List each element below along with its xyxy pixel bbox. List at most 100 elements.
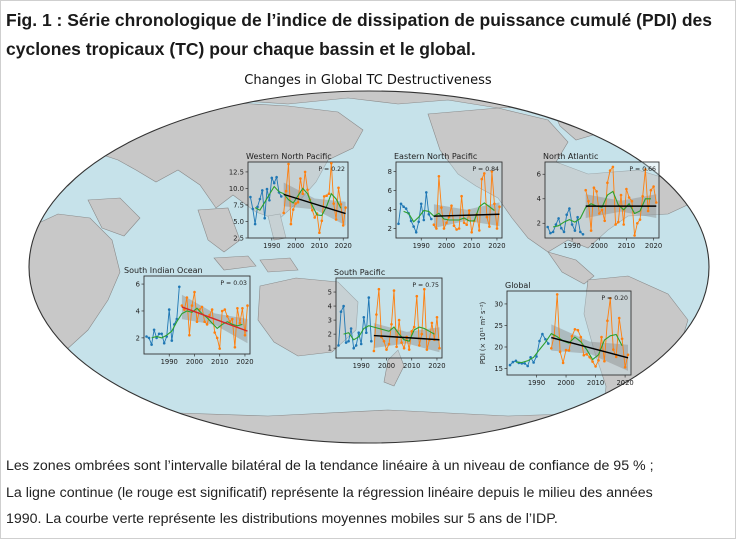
late-series-point	[495, 227, 499, 230]
late-series-point	[183, 308, 186, 311]
late-series-point	[623, 365, 627, 369]
arabia	[87, 197, 141, 237]
late-series-point	[395, 345, 398, 349]
late-series-point	[488, 225, 491, 228]
late-series-point	[498, 205, 501, 208]
y-tick-label: 4	[136, 307, 140, 315]
early-series-point	[526, 364, 529, 368]
inset-title: Western North Pacific	[246, 152, 332, 161]
late-series-point	[415, 294, 419, 298]
late-series-point	[595, 190, 598, 193]
late-series-point	[612, 348, 615, 351]
late-series-point	[447, 215, 451, 219]
late-series-point	[185, 296, 189, 299]
early-series-point	[170, 339, 174, 342]
early-series-point	[570, 223, 574, 226]
late-series-point	[188, 333, 191, 337]
early-series-point	[162, 341, 166, 345]
early-series-line	[338, 297, 372, 350]
x-tick-label: 2020	[335, 242, 352, 250]
early-series-point	[560, 226, 563, 230]
early-series-point	[568, 207, 571, 210]
figure-caption: Les zones ombrées sont l’intervalle bila…	[6, 453, 732, 533]
late-series-point	[208, 313, 211, 317]
late-series-point	[390, 323, 393, 326]
late-series-point	[205, 323, 209, 326]
early-series-point	[427, 213, 431, 216]
moving-average-line	[254, 185, 342, 217]
x-tick-label: 2010	[311, 242, 328, 250]
late-series-point	[452, 224, 456, 227]
early-series-point	[157, 332, 161, 336]
inset-title: North Atlantic	[543, 152, 598, 161]
late-series-point	[584, 188, 587, 192]
late-series-point	[585, 353, 588, 356]
late-series-point	[231, 317, 234, 321]
early-series-point	[554, 223, 558, 226]
early-series-point	[160, 332, 163, 336]
late-series-point	[218, 347, 221, 350]
early-series-point	[412, 225, 415, 228]
y-tick-label: 10.0	[229, 185, 244, 193]
y-tick-label: 6	[537, 171, 541, 179]
x-tick-label: 1990	[528, 379, 545, 387]
late-series-point	[550, 347, 553, 350]
late-series-point	[339, 203, 343, 206]
world-map	[28, 90, 710, 444]
moving-average-line	[343, 325, 435, 342]
x-tick-label: 2000	[591, 242, 608, 250]
early-series-point	[397, 222, 400, 226]
early-series-point	[523, 362, 526, 365]
early-series-point	[362, 316, 366, 319]
x-tick-label: 2020	[645, 242, 662, 250]
late-series-point	[440, 206, 443, 209]
caption-line-1: Les zones ombrées sont l’intervalle bila…	[6, 458, 654, 474]
figure-title: Fig. 1 : Série chronologique de l’indice…	[6, 6, 728, 64]
early-series-point	[370, 339, 373, 343]
late-series-point	[435, 316, 439, 319]
late-series-point	[493, 202, 496, 206]
early-series-point	[562, 230, 566, 234]
australia	[257, 277, 359, 357]
early-series-point	[349, 327, 353, 330]
early-series-point	[514, 359, 518, 363]
late-series-point	[410, 330, 413, 333]
p-value-label: P = 0.22	[318, 166, 345, 173]
early-series-point	[419, 202, 423, 206]
early-series-point	[268, 199, 271, 202]
inset-south-indian-ocean: South Indian Ocean P = 0.03 1990 2000 2010 20…	[122, 262, 254, 376]
early-series-point	[422, 218, 426, 222]
early-series-point	[249, 195, 252, 199]
late-series-point	[322, 195, 326, 198]
late-series-point	[625, 187, 628, 191]
p-value-label: P = 0.75	[412, 282, 439, 289]
late-series-point	[555, 293, 559, 296]
late-series-point	[598, 212, 601, 215]
moving-average-line	[515, 332, 623, 364]
moving-average-line	[552, 190, 651, 228]
late-series-point	[423, 287, 426, 291]
late-series-point	[203, 320, 206, 323]
p-value-label: P = 0.20	[601, 295, 628, 302]
globe-outline	[28, 90, 710, 444]
early-series-point	[339, 310, 343, 313]
chart-north-atlantic: North Atlantic P = 0.66 1990 2000 2010 2020 2 4…	[537, 152, 663, 250]
x-tick-label: 2000	[438, 242, 455, 250]
early-series-point	[508, 363, 512, 367]
x-tick-label: 2010	[403, 362, 420, 370]
late-series-point	[430, 321, 434, 325]
early-series-point	[511, 360, 515, 364]
early-series-point	[549, 231, 552, 235]
inset-title: South Indian Ocean	[124, 266, 203, 275]
p-value-label: P = 0.66	[629, 166, 656, 173]
x-tick-label: 2020	[488, 242, 505, 250]
late-series-point	[233, 346, 237, 349]
late-series-point	[195, 320, 199, 323]
early-series-point	[541, 332, 544, 336]
late-series-point	[558, 350, 562, 353]
y-tick-label: 4	[388, 206, 392, 214]
trend-line	[551, 336, 629, 359]
late-series-point	[301, 192, 305, 195]
new-zealand	[383, 349, 405, 387]
early-series-point	[546, 225, 549, 229]
